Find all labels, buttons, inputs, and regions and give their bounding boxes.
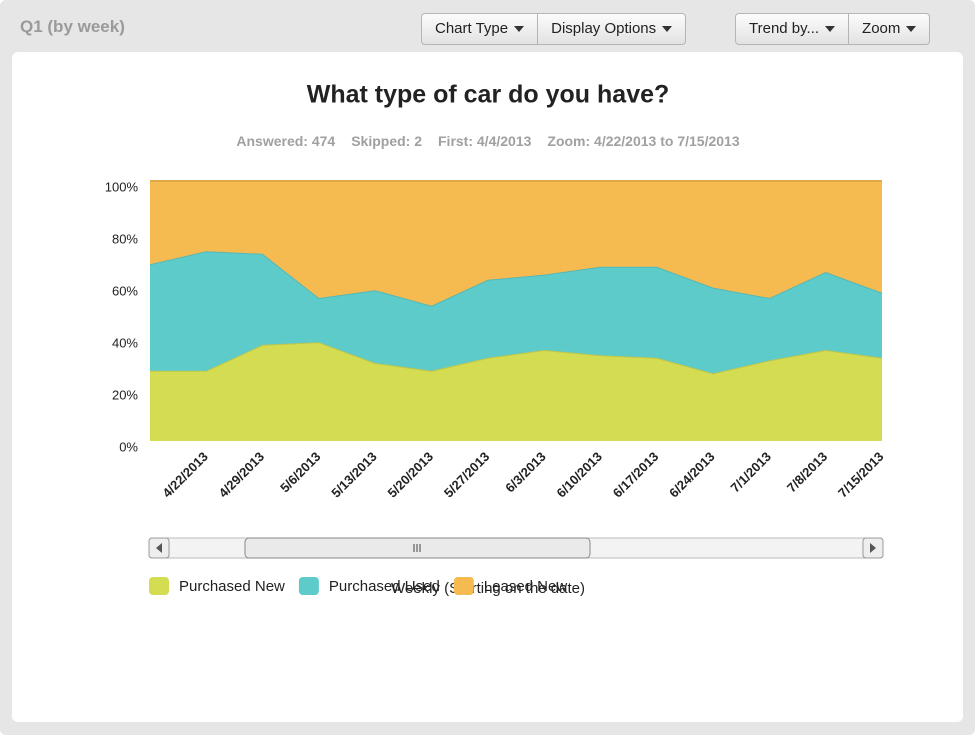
caret bbox=[825, 26, 836, 33]
y-tick-label: 60% bbox=[112, 283, 138, 298]
legend-swatch bbox=[453, 577, 474, 595]
legend-label: Purchased Used bbox=[329, 578, 440, 595]
button[interactable]: Zoom bbox=[849, 14, 929, 44]
chart-title: What type of car do you have? bbox=[307, 81, 670, 109]
button-group: Trend by... Zoom bbox=[735, 13, 931, 45]
area bbox=[150, 181, 882, 306]
x-tick-label: 6/10/2013 bbox=[554, 449, 606, 501]
x-tick-label: 5/27/2013 bbox=[441, 449, 493, 501]
caret bbox=[514, 26, 525, 33]
header-title: Q1 (by week) bbox=[20, 17, 125, 36]
x-tick-label: 7/8/2013 bbox=[784, 449, 830, 495]
x-tick-label: 4/22/2013 bbox=[159, 449, 211, 501]
button-label: Chart Type bbox=[435, 20, 509, 37]
area bbox=[150, 342, 882, 441]
scrollbar[interactable] bbox=[148, 537, 884, 559]
x-tick-label: 6/3/2013 bbox=[502, 449, 548, 495]
y-tick-label: 20% bbox=[112, 387, 138, 402]
chart: What type of car do you have? Weekly (St… bbox=[105, 81, 887, 597]
stat: Skipped: 2 bbox=[351, 133, 422, 149]
arrow bbox=[156, 543, 162, 553]
x-tick-label: 6/24/2013 bbox=[666, 449, 718, 501]
x-tick-label: 7/15/2013 bbox=[835, 449, 887, 501]
x-tick-label: 6/17/2013 bbox=[610, 449, 662, 501]
x-tick-label: 5/6/2013 bbox=[277, 449, 323, 495]
grip bbox=[413, 544, 421, 552]
legend-swatch bbox=[298, 577, 319, 595]
y-tick-label: 40% bbox=[112, 335, 138, 350]
area bbox=[150, 251, 882, 374]
x-tick-label: 7/1/2013 bbox=[728, 449, 774, 495]
x-tick-label: 5/13/2013 bbox=[328, 449, 380, 501]
y-tick-label: 80% bbox=[112, 231, 138, 246]
button-label: Trend by... bbox=[749, 20, 820, 37]
legend-label: Leased New bbox=[484, 578, 568, 595]
button-label: Display Options bbox=[551, 20, 657, 37]
y-tick-label: 100% bbox=[105, 179, 139, 194]
legend-swatch bbox=[149, 577, 169, 595]
stat: Answered: 474 bbox=[236, 133, 335, 149]
legend-label: Purchased New bbox=[179, 578, 285, 595]
button[interactable]: Chart Type bbox=[422, 14, 539, 44]
button-label: Zoom bbox=[862, 20, 901, 37]
button[interactable]: Trend by... bbox=[736, 14, 850, 44]
x-tick-label: 4/29/2013 bbox=[216, 449, 268, 501]
stats: Answered: 474 Skipped: 2 First: 4/4/2013 Zo… bbox=[236, 133, 739, 149]
arrow bbox=[870, 543, 876, 553]
stat: Zoom: 4/22/2013 to 7/15/2013 bbox=[547, 133, 739, 149]
x-axis-label: Weekly (Starting on the date) bbox=[391, 580, 585, 597]
caret bbox=[906, 26, 917, 33]
panel: What type of car do you have? Weekly (St… bbox=[12, 52, 963, 722]
stat: First: 4/4/2013 bbox=[438, 133, 532, 149]
button-group: Chart Type Display Options bbox=[421, 13, 687, 45]
y-tick-label: 0% bbox=[119, 439, 138, 454]
button[interactable]: Display Options bbox=[538, 14, 685, 44]
caret bbox=[662, 26, 673, 33]
x-tick-label: 5/20/2013 bbox=[385, 449, 437, 501]
